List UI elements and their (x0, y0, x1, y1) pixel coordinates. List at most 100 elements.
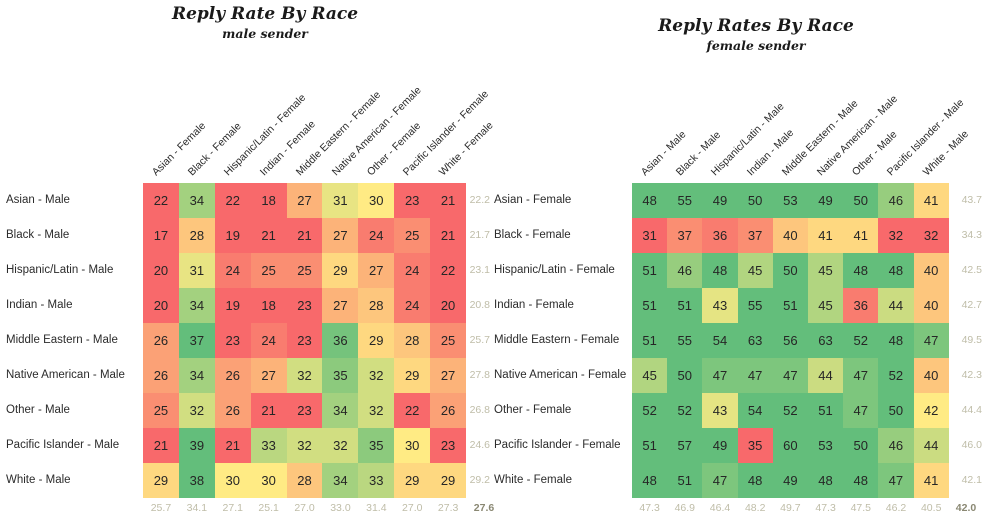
heatmap-cell: 46 (878, 183, 914, 218)
heatmap-cell: 35 (322, 358, 359, 393)
row-average: 27.8 (469, 369, 490, 381)
column-average: 27.0 (294, 502, 315, 514)
heatmap-cell: 18 (250, 183, 287, 218)
heatmap-cell: 26 (143, 358, 179, 393)
chart-title: Reply Rates By Race (658, 16, 854, 36)
heatmap-cell: 54 (702, 323, 738, 358)
heatmap-cell: 23 (286, 323, 323, 358)
heatmap-cell: 32 (358, 358, 395, 393)
heatmap-cell: 30 (250, 463, 287, 498)
heatmap-cell: 26 (430, 393, 467, 428)
row-average: 42.7 (961, 299, 982, 311)
row-label: Asian - Male (6, 194, 70, 206)
heatmap-cell: 55 (667, 183, 703, 218)
heatmap-cell: 21 (214, 428, 251, 463)
heatmap-cell: 25 (143, 393, 179, 428)
heatmap-cell: 48 (807, 463, 844, 498)
heatmap-cell: 63 (807, 323, 844, 358)
column-average: 25.7 (150, 502, 172, 514)
heatmap-cell: 29 (394, 463, 431, 498)
column-average: 34.1 (186, 502, 208, 514)
row-average: 22.2 (469, 194, 490, 206)
heatmap-cell: 45 (807, 253, 844, 288)
heatmap-cell: 48 (702, 253, 738, 288)
heatmap-cell: 50 (843, 428, 879, 463)
heatmap-cell: 41 (843, 218, 879, 253)
heatmap-cell: 49 (702, 183, 738, 218)
heatmap-cell: 48 (737, 463, 773, 498)
row-label: Asian - Female (494, 194, 572, 206)
heatmap-cell: 25 (286, 253, 323, 288)
heatmap-cell: 57 (667, 428, 703, 463)
heatmap-cell: 37 (667, 218, 703, 253)
heatmap-cell: 48 (632, 463, 668, 498)
heatmap-cell: 29 (394, 358, 431, 393)
heatmap-cell: 29 (358, 323, 395, 358)
heatmap-cell: 47 (702, 463, 738, 498)
heatmap-cell: 26 (143, 323, 179, 358)
heatmap-cell: 46 (878, 428, 914, 463)
heatmap-cell: 22 (143, 183, 179, 218)
heatmap-cell: 20 (143, 288, 179, 323)
heatmap-cell: 42 (913, 393, 949, 428)
column-average: 46.4 (709, 502, 731, 514)
heatmap-cell: 51 (632, 253, 668, 288)
heatmap-cell: 19 (214, 218, 251, 253)
row-average: 49.5 (961, 334, 982, 346)
heatmap-cell: 50 (843, 183, 879, 218)
heatmap-cell: 48 (878, 253, 914, 288)
heatmap-cell: 41 (807, 218, 844, 253)
row-label: Middle Eastern - Female (494, 334, 620, 346)
heatmap-cell: 48 (878, 323, 914, 358)
heatmap-cell: 27 (322, 218, 359, 253)
heatmap-cell: 21 (250, 393, 287, 428)
heatmap-cell: 27 (286, 183, 323, 218)
heatmap-cell: 47 (843, 393, 879, 428)
row-average: 42.1 (961, 474, 982, 486)
heatmap-cell: 52 (878, 358, 914, 393)
row-label: Black - Male (6, 229, 70, 241)
heatmap-cell: 44 (878, 288, 914, 323)
heatmap-cell: 23 (214, 323, 251, 358)
heatmap-cell: 32 (322, 428, 359, 463)
heatmap-cell: 37 (737, 218, 773, 253)
row-label: Indian - Male (6, 299, 73, 311)
heatmap-grid: 48 55 49 50 53 49 50 46 41 31 37 36 37 40 41 41 32 32 51 46… (632, 183, 949, 498)
heatmap-cell: 27 (430, 358, 467, 393)
row-label: Pacific Islander - Male (6, 439, 120, 451)
row-label: Other - Female (494, 404, 572, 416)
heatmap-grid: 22 34 22 18 27 31 30 23 21 17 28 19 21 21 27 24 25 21 20 31… (143, 183, 467, 498)
heatmap-cell: 21 (286, 218, 323, 253)
heatmap-cell: 40 (913, 358, 949, 393)
heatmap-cell: 60 (772, 428, 808, 463)
heatmap-cell: 53 (807, 428, 844, 463)
heatmap-cell: 25 (430, 323, 467, 358)
heatmap-cell: 47 (913, 323, 949, 358)
heatmap-cell: 28 (286, 463, 323, 498)
column-average: 40.5 (920, 502, 942, 514)
heatmap-cell: 54 (737, 393, 773, 428)
column-average: 25.1 (258, 502, 279, 514)
heatmap-cell: 35 (358, 428, 395, 463)
heatmap-cell: 48 (843, 253, 879, 288)
heatmap-cell: 50 (878, 393, 914, 428)
heatmap-cell: 51 (632, 288, 668, 323)
heatmap-cell: 50 (737, 183, 773, 218)
heatmap-cell: 18 (250, 288, 287, 323)
overall-average: 42.0 (955, 502, 977, 514)
heatmap-cell: 22 (394, 393, 431, 428)
heatmap-cell: 51 (632, 428, 668, 463)
heatmap-cell: 29 (322, 253, 359, 288)
heatmap-cell: 31 (178, 253, 215, 288)
row-average: 34.3 (961, 229, 982, 241)
heatmap-cell: 38 (178, 463, 215, 498)
heatmap-cell: 52 (632, 393, 668, 428)
heatmap-cell: 24 (250, 323, 287, 358)
column-average: 47.3 (815, 502, 836, 514)
heatmap-cell: 41 (913, 183, 949, 218)
heatmap-cell: 32 (286, 428, 323, 463)
heatmap-cell: 34 (322, 463, 359, 498)
column-average: 27.1 (222, 502, 243, 514)
heatmap-cell: 21 (430, 183, 467, 218)
